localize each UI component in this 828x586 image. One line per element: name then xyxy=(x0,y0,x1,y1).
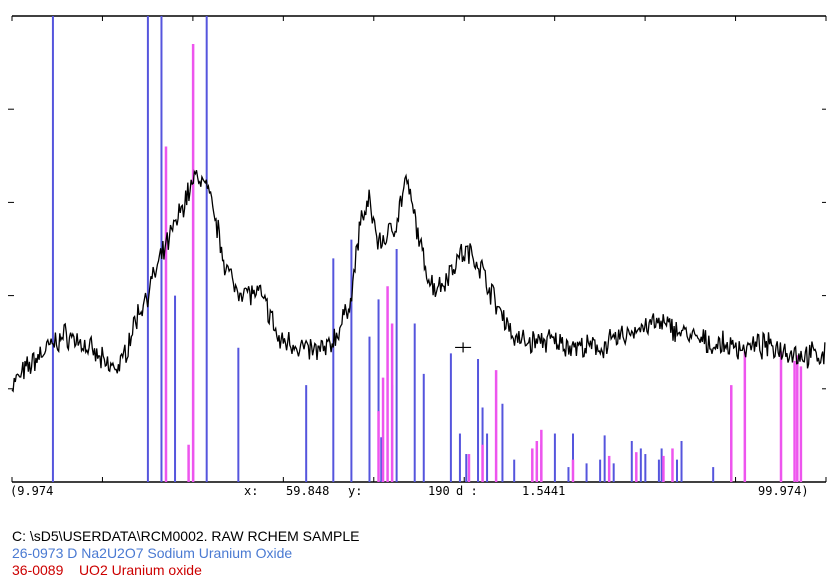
file-caption: C: \sD5\USERDATA\RCM0002. RAW RCHEM SAMP… xyxy=(12,528,360,544)
x-max-label: 99.974) xyxy=(758,484,809,498)
x-coordinate-value: 59.848 xyxy=(286,484,329,498)
chart-axes xyxy=(8,15,827,483)
sodium-uranium-oxide-reference-lines xyxy=(51,16,733,482)
y-coordinate-value: 190 xyxy=(428,484,450,498)
d-spacing-value: 1.5441 xyxy=(522,484,565,498)
status-bar: (9.974 x: 59.848 y: 190 d : 1.5441 99.97… xyxy=(0,484,828,498)
measured-pattern-line xyxy=(11,169,826,393)
y-coordinate-label: y: xyxy=(348,484,362,498)
x-min-label: (9.974 xyxy=(10,484,53,498)
uo2-reference-lines xyxy=(164,43,803,482)
uo2-caption: 36-0089 UO2 Uranium oxide xyxy=(12,562,202,578)
x-coordinate-label: x: xyxy=(244,484,258,498)
sodium-uranium-oxide-caption: 26-0973 D Na2U2O7 Sodium Uranium Oxide xyxy=(12,545,293,561)
diffraction-chart: (9.974 x: 59.848 y: 190 d : 1.5441 99.97… xyxy=(0,15,828,498)
d-spacing-label: d : xyxy=(456,484,478,498)
crosshair-cursor[interactable] xyxy=(455,342,472,353)
